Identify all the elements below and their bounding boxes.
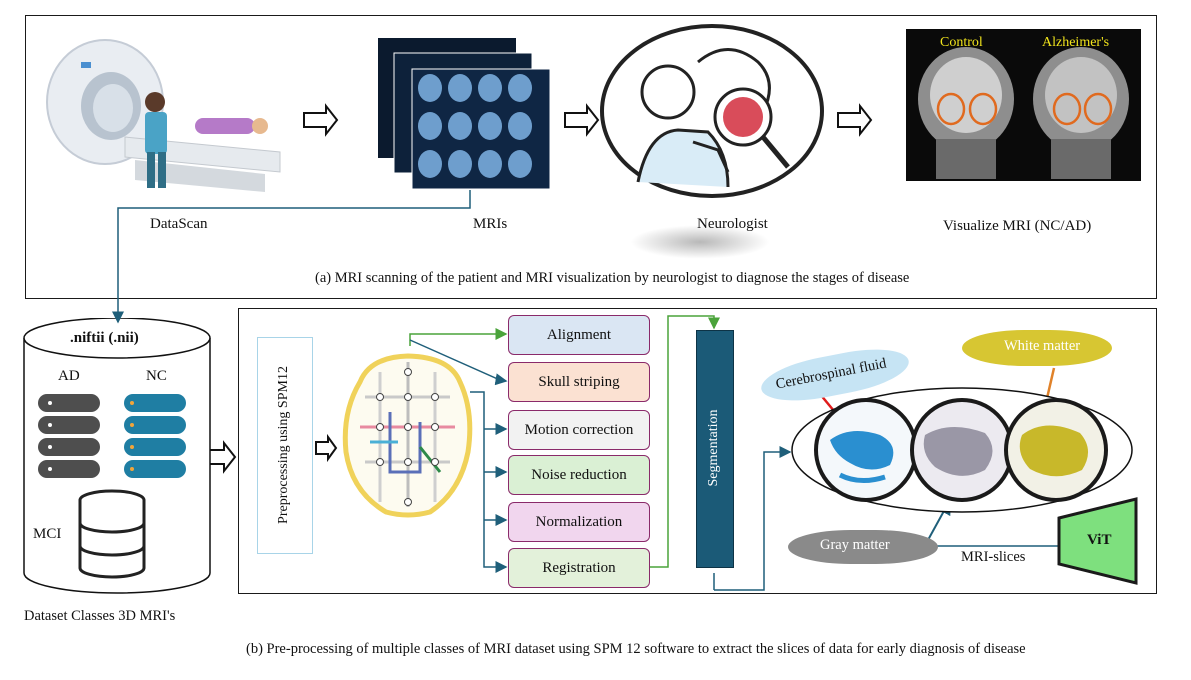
gray-matter-slice [910, 398, 1014, 502]
database-icon-ad [38, 394, 100, 478]
brain-circuit-map [342, 353, 473, 518]
vit-label: ViT [1087, 532, 1112, 548]
hollow-arrow [837, 103, 873, 137]
segmentation-bar [696, 330, 734, 568]
caption-a: (a) MRI scanning of the patient and MRI … [315, 270, 910, 286]
connector-loop-to-segmentation [650, 315, 720, 568]
csf-slice [814, 398, 918, 502]
dataset-caption: Dataset Classes 3D MRI's [24, 608, 176, 624]
white-matter-cloud [962, 330, 1112, 366]
roi-circle [936, 92, 966, 126]
control-label: Control [940, 35, 983, 50]
roi-circle [968, 92, 998, 126]
database-icon-mci [78, 489, 146, 579]
connector-segmentation-to-tissues [713, 452, 790, 591]
roi-circle [1083, 92, 1113, 126]
gray-matter-label: Gray matter [820, 537, 890, 553]
mri-slices-label: MRI-slices [961, 549, 1026, 565]
white-matter-label: White matter [1004, 338, 1081, 354]
step-skull-striping: Skull striping [508, 362, 650, 402]
preprocessing-box [257, 337, 313, 554]
stage-label-datascan: DataScan [150, 216, 208, 232]
class-label-nc: NC [146, 368, 167, 384]
panel-a [25, 15, 1157, 299]
roi-circle [1052, 92, 1082, 126]
neurologist-illustration [600, 24, 824, 198]
step-alignment: Alignment [508, 315, 650, 355]
caption-b: (b) Pre-processing of multiple classes o… [246, 641, 1026, 657]
connector-map-to-alignment [409, 328, 508, 346]
step-noise-reduction: Noise reduction [508, 455, 650, 495]
brain-coronal-slices [918, 47, 1129, 179]
class-label-ad: AD [58, 368, 80, 384]
step-motion-correction: Motion correction [508, 410, 650, 450]
stage-label-mris: MRIs [473, 216, 508, 232]
database-icon-nc [124, 394, 186, 478]
connector-map-to-skull [409, 339, 508, 386]
white-matter-slice [1004, 398, 1108, 502]
hollow-arrow [315, 433, 338, 463]
step-registration: Registration [508, 548, 650, 588]
panel-b [238, 308, 1157, 594]
alzheimers-label: Alzheimer's [1042, 35, 1110, 50]
hollow-arrow [303, 103, 339, 137]
stage-label-visualize: Visualize MRI (NC/AD) [943, 218, 1092, 234]
mri-comparison-panel: Control Alzheimer's [906, 29, 1141, 181]
mri-image-stack [378, 38, 551, 190]
stage-label-neurologist: Neurologist [697, 216, 768, 232]
gray-matter-cloud [788, 530, 938, 564]
step-normalization: Normalization [508, 502, 650, 542]
vit-block [1057, 497, 1138, 585]
class-label-mci: MCI [33, 526, 62, 542]
connector-mris-to-dataset [112, 190, 471, 324]
tissue-slices [791, 387, 1133, 513]
neurologist-shadow [630, 225, 770, 259]
dataset-file-format: .niftii (.nii) [70, 330, 139, 346]
connector-bus [470, 391, 508, 573]
mri-scanner-illustration [46, 39, 281, 192]
hollow-arrow [564, 103, 600, 137]
